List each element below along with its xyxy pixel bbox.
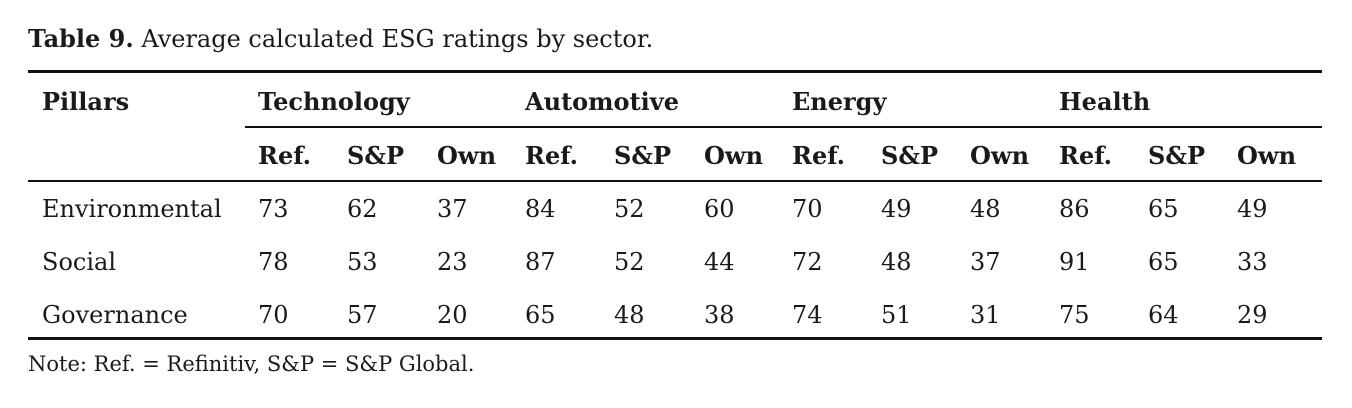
table-cell: 86 bbox=[1059, 195, 1090, 223]
table-cell: 52 bbox=[614, 195, 645, 223]
subcolumn-header-ref: Ref. bbox=[792, 141, 846, 170]
table-cell: 29 bbox=[1237, 301, 1268, 329]
subcolumn-header-ref: Ref. bbox=[525, 141, 579, 170]
table-cell: 74 bbox=[792, 301, 823, 329]
table-note: Note: Ref. = Refinitiv, S&P = S&P Global… bbox=[28, 352, 475, 376]
row-label-environmental: Environmental bbox=[42, 195, 222, 223]
table-cell: 72 bbox=[792, 248, 823, 276]
subcolumn-header-sp: S&P bbox=[881, 141, 939, 170]
table-cell: 51 bbox=[881, 301, 912, 329]
subcolumn-header-own: Own bbox=[704, 141, 764, 170]
subcolumn-header-own: Own bbox=[970, 141, 1030, 170]
table-cell: 37 bbox=[970, 248, 1001, 276]
table-cell: 52 bbox=[614, 248, 645, 276]
sector-header-energy: Energy bbox=[792, 87, 887, 116]
row-header-pillars: Pillars bbox=[42, 87, 130, 116]
table-cell: 38 bbox=[704, 301, 735, 329]
subcolumn-header-sp: S&P bbox=[1148, 141, 1206, 170]
table-cell: 57 bbox=[347, 301, 378, 329]
table-caption: Table 9. Average calculated ESG ratings … bbox=[28, 22, 653, 56]
table-cell: 48 bbox=[614, 301, 645, 329]
table-cell: 53 bbox=[347, 248, 378, 276]
table-cell: 87 bbox=[525, 248, 556, 276]
subcolumn-header-ref: Ref. bbox=[258, 141, 312, 170]
table-cell: 48 bbox=[881, 248, 912, 276]
subcolumn-header-own: Own bbox=[437, 141, 497, 170]
subcolumn-header-ref: Ref. bbox=[1059, 141, 1113, 170]
table-cell: 23 bbox=[437, 248, 468, 276]
table-cell: 65 bbox=[525, 301, 556, 329]
table-cell: 70 bbox=[792, 195, 823, 223]
row-label-governance: Governance bbox=[42, 301, 188, 329]
subcolumn-header-sp: S&P bbox=[347, 141, 405, 170]
table-cell: 70 bbox=[258, 301, 289, 329]
bottom-rule bbox=[28, 337, 1322, 340]
sector-underline-rule bbox=[245, 126, 1322, 128]
header-bottom-rule bbox=[28, 180, 1322, 182]
table-cell: 75 bbox=[1059, 301, 1090, 329]
table-cell: 31 bbox=[970, 301, 1001, 329]
table-cell: 37 bbox=[437, 195, 468, 223]
subcolumn-header-own: Own bbox=[1237, 141, 1297, 170]
table-label: Table 9. bbox=[28, 24, 134, 53]
subcolumn-header-sp: S&P bbox=[614, 141, 672, 170]
table-cell: 49 bbox=[1237, 195, 1268, 223]
table-cell: 33 bbox=[1237, 248, 1268, 276]
table-cell: 48 bbox=[970, 195, 1001, 223]
table-cell: 84 bbox=[525, 195, 556, 223]
sector-header-technology: Technology bbox=[258, 87, 410, 116]
sector-header-health: Health bbox=[1059, 87, 1151, 116]
table-cell: 65 bbox=[1148, 248, 1179, 276]
caption-text: Average calculated ESG ratings by sector… bbox=[133, 25, 654, 53]
table-cell: 64 bbox=[1148, 301, 1179, 329]
table-cell: 49 bbox=[881, 195, 912, 223]
table-cell: 73 bbox=[258, 195, 289, 223]
table-cell: 78 bbox=[258, 248, 289, 276]
table-cell: 60 bbox=[704, 195, 735, 223]
top-rule bbox=[28, 70, 1322, 73]
table-cell: 91 bbox=[1059, 248, 1090, 276]
table-cell: 44 bbox=[704, 248, 735, 276]
table-cell: 62 bbox=[347, 195, 378, 223]
table-cell: 65 bbox=[1148, 195, 1179, 223]
sector-header-automotive: Automotive bbox=[525, 87, 679, 116]
table-cell: 20 bbox=[437, 301, 468, 329]
row-label-social: Social bbox=[42, 248, 116, 276]
